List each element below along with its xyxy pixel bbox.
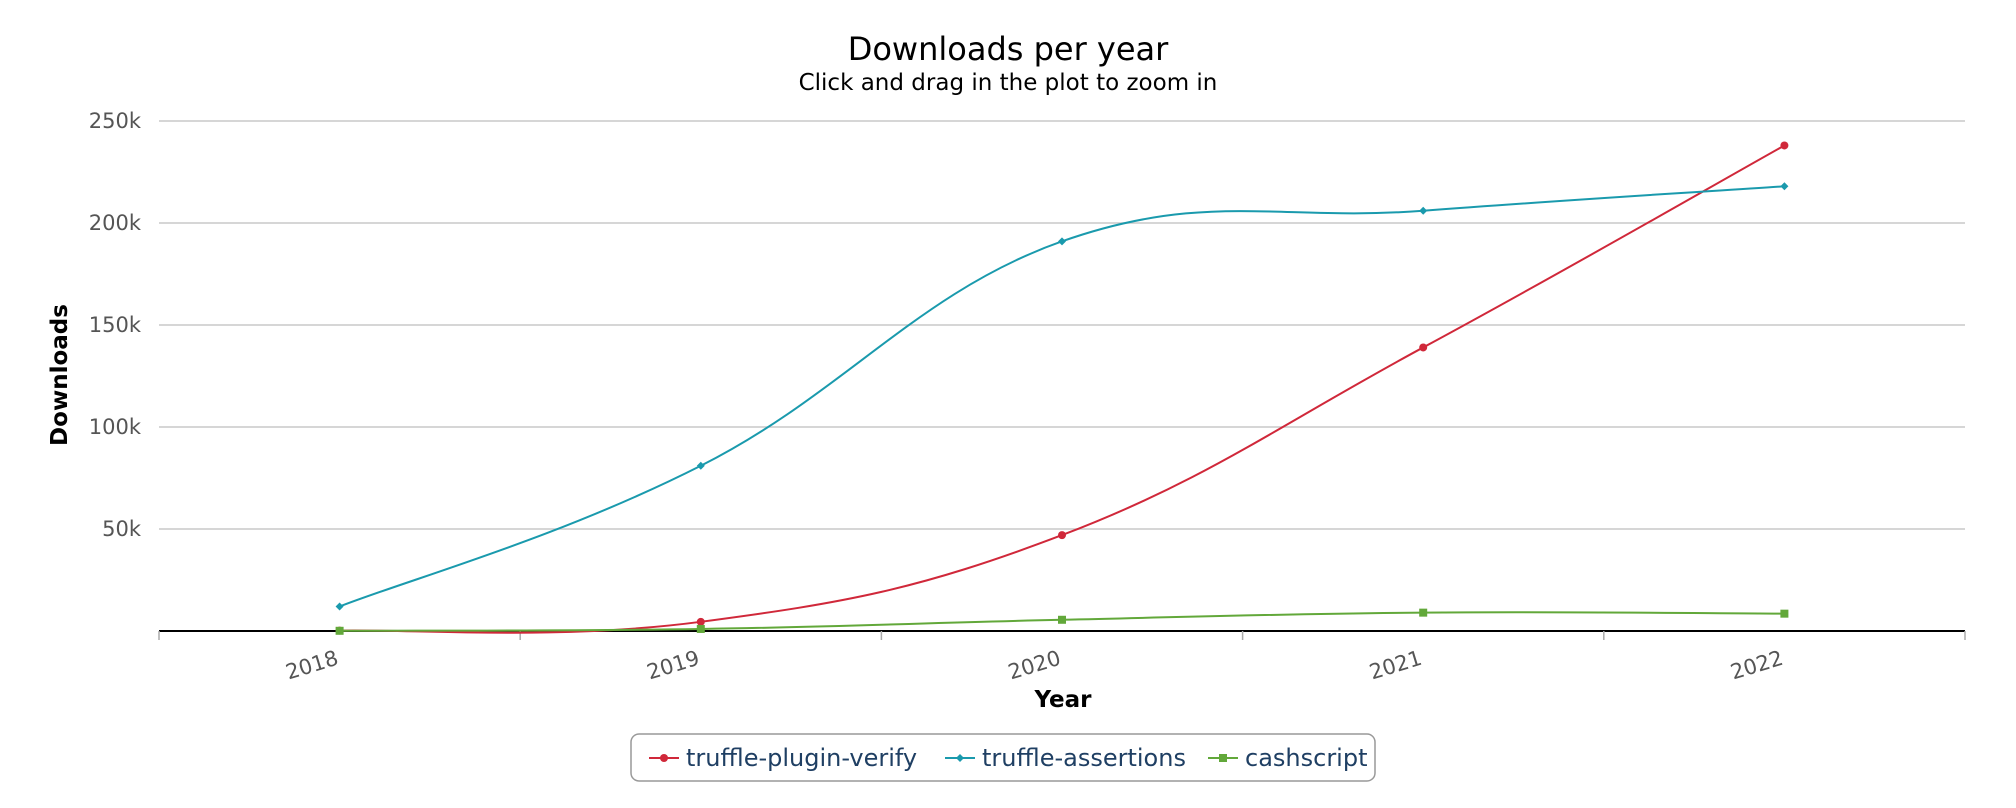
y-tick-label: 150k — [89, 313, 142, 337]
data-point[interactable] — [1058, 531, 1066, 540]
legend-marker[interactable] — [956, 754, 964, 762]
x-tick-label: 2021 — [1367, 646, 1425, 685]
data-point[interactable] — [1780, 141, 1789, 150]
chart-title: Downloads per year — [848, 30, 1169, 68]
legend-label[interactable]: truffle-assertions — [982, 744, 1186, 772]
x-tick-label: 2019 — [644, 646, 702, 685]
series-truffle-plugin-verify[interactable] — [335, 141, 1789, 635]
legend-marker[interactable] — [660, 754, 668, 762]
y-axis-title: Downloads — [47, 304, 73, 446]
x-axis: 2018 2019 2020 2021 2022 — [158, 630, 1966, 685]
series-truffle-assertions[interactable] — [335, 182, 1789, 611]
legend-box — [630, 733, 1376, 782]
y-tick-label: 250k — [89, 109, 142, 133]
x-tick-label: 2022 — [1728, 646, 1786, 685]
legend: truffle-plugin-verify truffle-assertions c… — [630, 733, 1376, 782]
y-tick-label: 200k — [89, 211, 142, 235]
data-point[interactable] — [696, 617, 705, 626]
data-point[interactable] — [1780, 609, 1789, 618]
series-line[interactable] — [339, 144, 1785, 634]
x-tick-label: 2018 — [283, 646, 341, 685]
gridlines — [159, 120, 1965, 530]
data-point[interactable] — [1058, 237, 1066, 246]
data-point[interactable] — [1419, 206, 1428, 215]
x-axis-title: Year — [1033, 687, 1092, 713]
series-line[interactable] — [339, 185, 1785, 608]
y-axis-ticks: 50k 100k 150k 200k 250k — [89, 109, 142, 541]
y-tick-label: 50k — [102, 517, 142, 541]
data-point[interactable] — [1419, 343, 1428, 352]
x-tick-label: 2020 — [1005, 646, 1063, 685]
chart-subtitle: Click and drag in the plot to zoom in — [799, 70, 1218, 96]
data-point[interactable] — [696, 461, 705, 470]
data-point[interactable] — [1419, 608, 1428, 617]
legend-item-cashscript[interactable]: cashscript — [1208, 744, 1368, 772]
data-point[interactable] — [1780, 182, 1789, 191]
data-point[interactable] — [1058, 615, 1066, 624]
legend-label[interactable]: truffle-plugin-verify — [686, 744, 917, 772]
data-point[interactable] — [335, 626, 344, 635]
y-tick-label: 100k — [89, 415, 142, 439]
plot-area[interactable] — [335, 141, 1789, 635]
data-point[interactable] — [696, 624, 705, 633]
legend-item-truffle-plugin-verify[interactable]: truffle-plugin-verify — [649, 744, 917, 772]
legend-item-truffle-assertions[interactable]: truffle-assertions — [945, 744, 1186, 772]
legend-label[interactable]: cashscript — [1245, 744, 1368, 772]
legend-marker[interactable] — [1219, 754, 1227, 762]
data-point[interactable] — [335, 602, 344, 611]
series-cashscript[interactable] — [335, 608, 1789, 635]
